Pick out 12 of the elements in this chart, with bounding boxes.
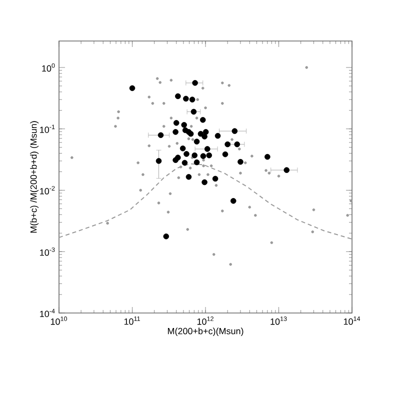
- x-axis-title: M(200+b+c)(Msun): [168, 328, 244, 336]
- x-tick-label: 10$^{12}$: [197, 316, 214, 325]
- x-tick-label: 10$^{14}$: [344, 316, 360, 325]
- y-axis-title: M(b+c) /M(200+b+d) (Msun): [30, 121, 39, 233]
- x-tick-label: 10$^{10}$: [50, 316, 68, 325]
- y-tick-label: 10$^{0}$: [42, 63, 55, 72]
- x-tick-label: 10$^{11}$: [124, 316, 140, 325]
- y-tick-label: 10$^{-2}$: [40, 186, 55, 194]
- x-tick-label: 10$^{13}$: [270, 316, 287, 325]
- y-tick-label: 10$^{-4}$: [40, 308, 55, 318]
- y-tick-label: 10$^{-3}$: [40, 247, 55, 256]
- y-tick-label: 10$^{-1}$: [40, 124, 55, 133]
